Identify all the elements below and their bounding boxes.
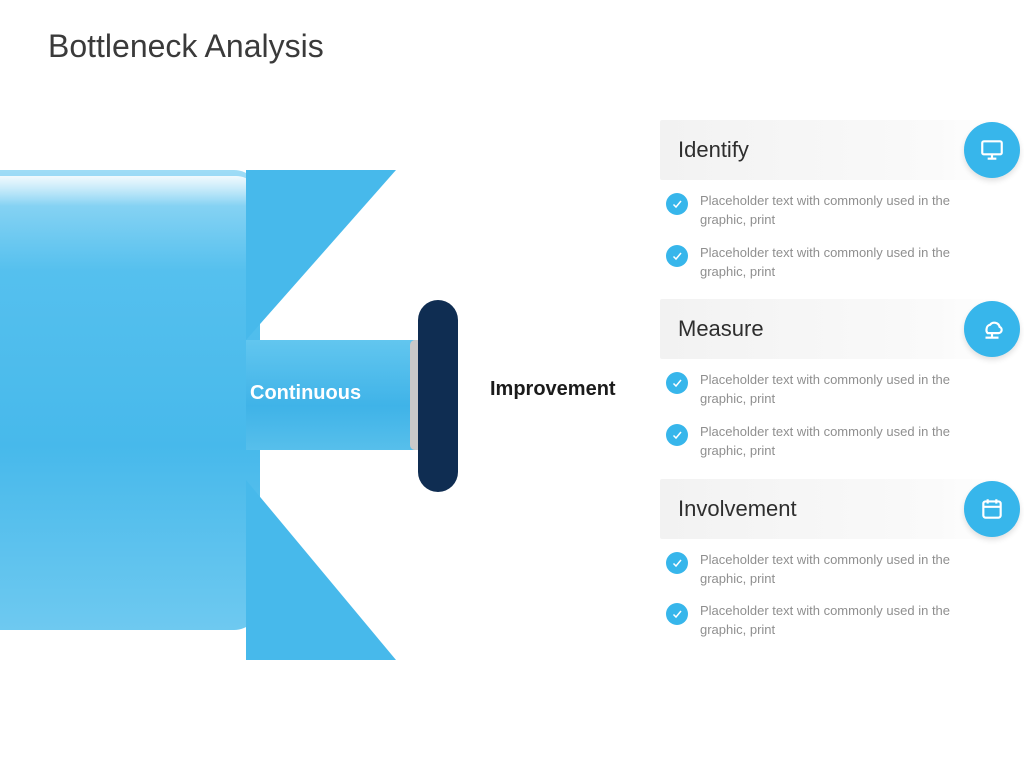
check-icon	[666, 552, 688, 574]
bottle-body	[0, 170, 260, 630]
bottle-cap	[418, 300, 458, 492]
section-involvement: Involvement Placeholder text with common…	[660, 479, 1004, 640]
section-header: Identify	[660, 120, 1004, 180]
section-identify: Identify Placeholder text with commonly …	[660, 120, 1004, 281]
bullet-text: Placeholder text with commonly used in t…	[700, 371, 950, 409]
section-header: Measure	[660, 299, 1004, 359]
monitor-icon	[964, 122, 1020, 178]
check-icon	[666, 245, 688, 267]
list-item: Placeholder text with commonly used in t…	[666, 244, 1000, 282]
cloud-network-icon	[964, 301, 1020, 357]
section-title: Measure	[678, 316, 764, 342]
check-icon	[666, 424, 688, 446]
section-bullets: Placeholder text with commonly used in t…	[660, 359, 1004, 460]
bullet-text: Placeholder text with commonly used in t…	[700, 244, 950, 282]
section-bullets: Placeholder text with commonly used in t…	[660, 539, 1004, 640]
section-header: Involvement	[660, 479, 1004, 539]
sections-column: Identify Placeholder text with commonly …	[660, 120, 1004, 658]
list-item: Placeholder text with commonly used in t…	[666, 602, 1000, 640]
list-item: Placeholder text with commonly used in t…	[666, 551, 1000, 589]
page-title: Bottleneck Analysis	[48, 28, 324, 65]
bottle-label-right: Improvement	[490, 378, 616, 401]
section-title: Identify	[678, 137, 749, 163]
check-icon	[666, 603, 688, 625]
bottle-graphic: Continuous	[0, 170, 480, 660]
slide: Bottleneck Analysis Continuous Improveme…	[0, 0, 1024, 768]
bullet-text: Placeholder text with commonly used in t…	[700, 551, 950, 589]
calendar-icon	[964, 481, 1020, 537]
section-title: Involvement	[678, 496, 797, 522]
section-measure: Measure Placeholder text with commonly u…	[660, 299, 1004, 460]
list-item: Placeholder text with commonly used in t…	[666, 192, 1000, 230]
section-bullets: Placeholder text with commonly used in t…	[660, 180, 1004, 281]
check-icon	[666, 193, 688, 215]
bottle-label-left: Continuous	[250, 382, 361, 405]
list-item: Placeholder text with commonly used in t…	[666, 423, 1000, 461]
bottle-neck-taper-top	[246, 170, 396, 340]
check-icon	[666, 372, 688, 394]
list-item: Placeholder text with commonly used in t…	[666, 371, 1000, 409]
bottle-neck-taper-bottom	[246, 480, 396, 660]
bullet-text: Placeholder text with commonly used in t…	[700, 192, 950, 230]
bullet-text: Placeholder text with commonly used in t…	[700, 602, 950, 640]
bullet-text: Placeholder text with commonly used in t…	[700, 423, 950, 461]
